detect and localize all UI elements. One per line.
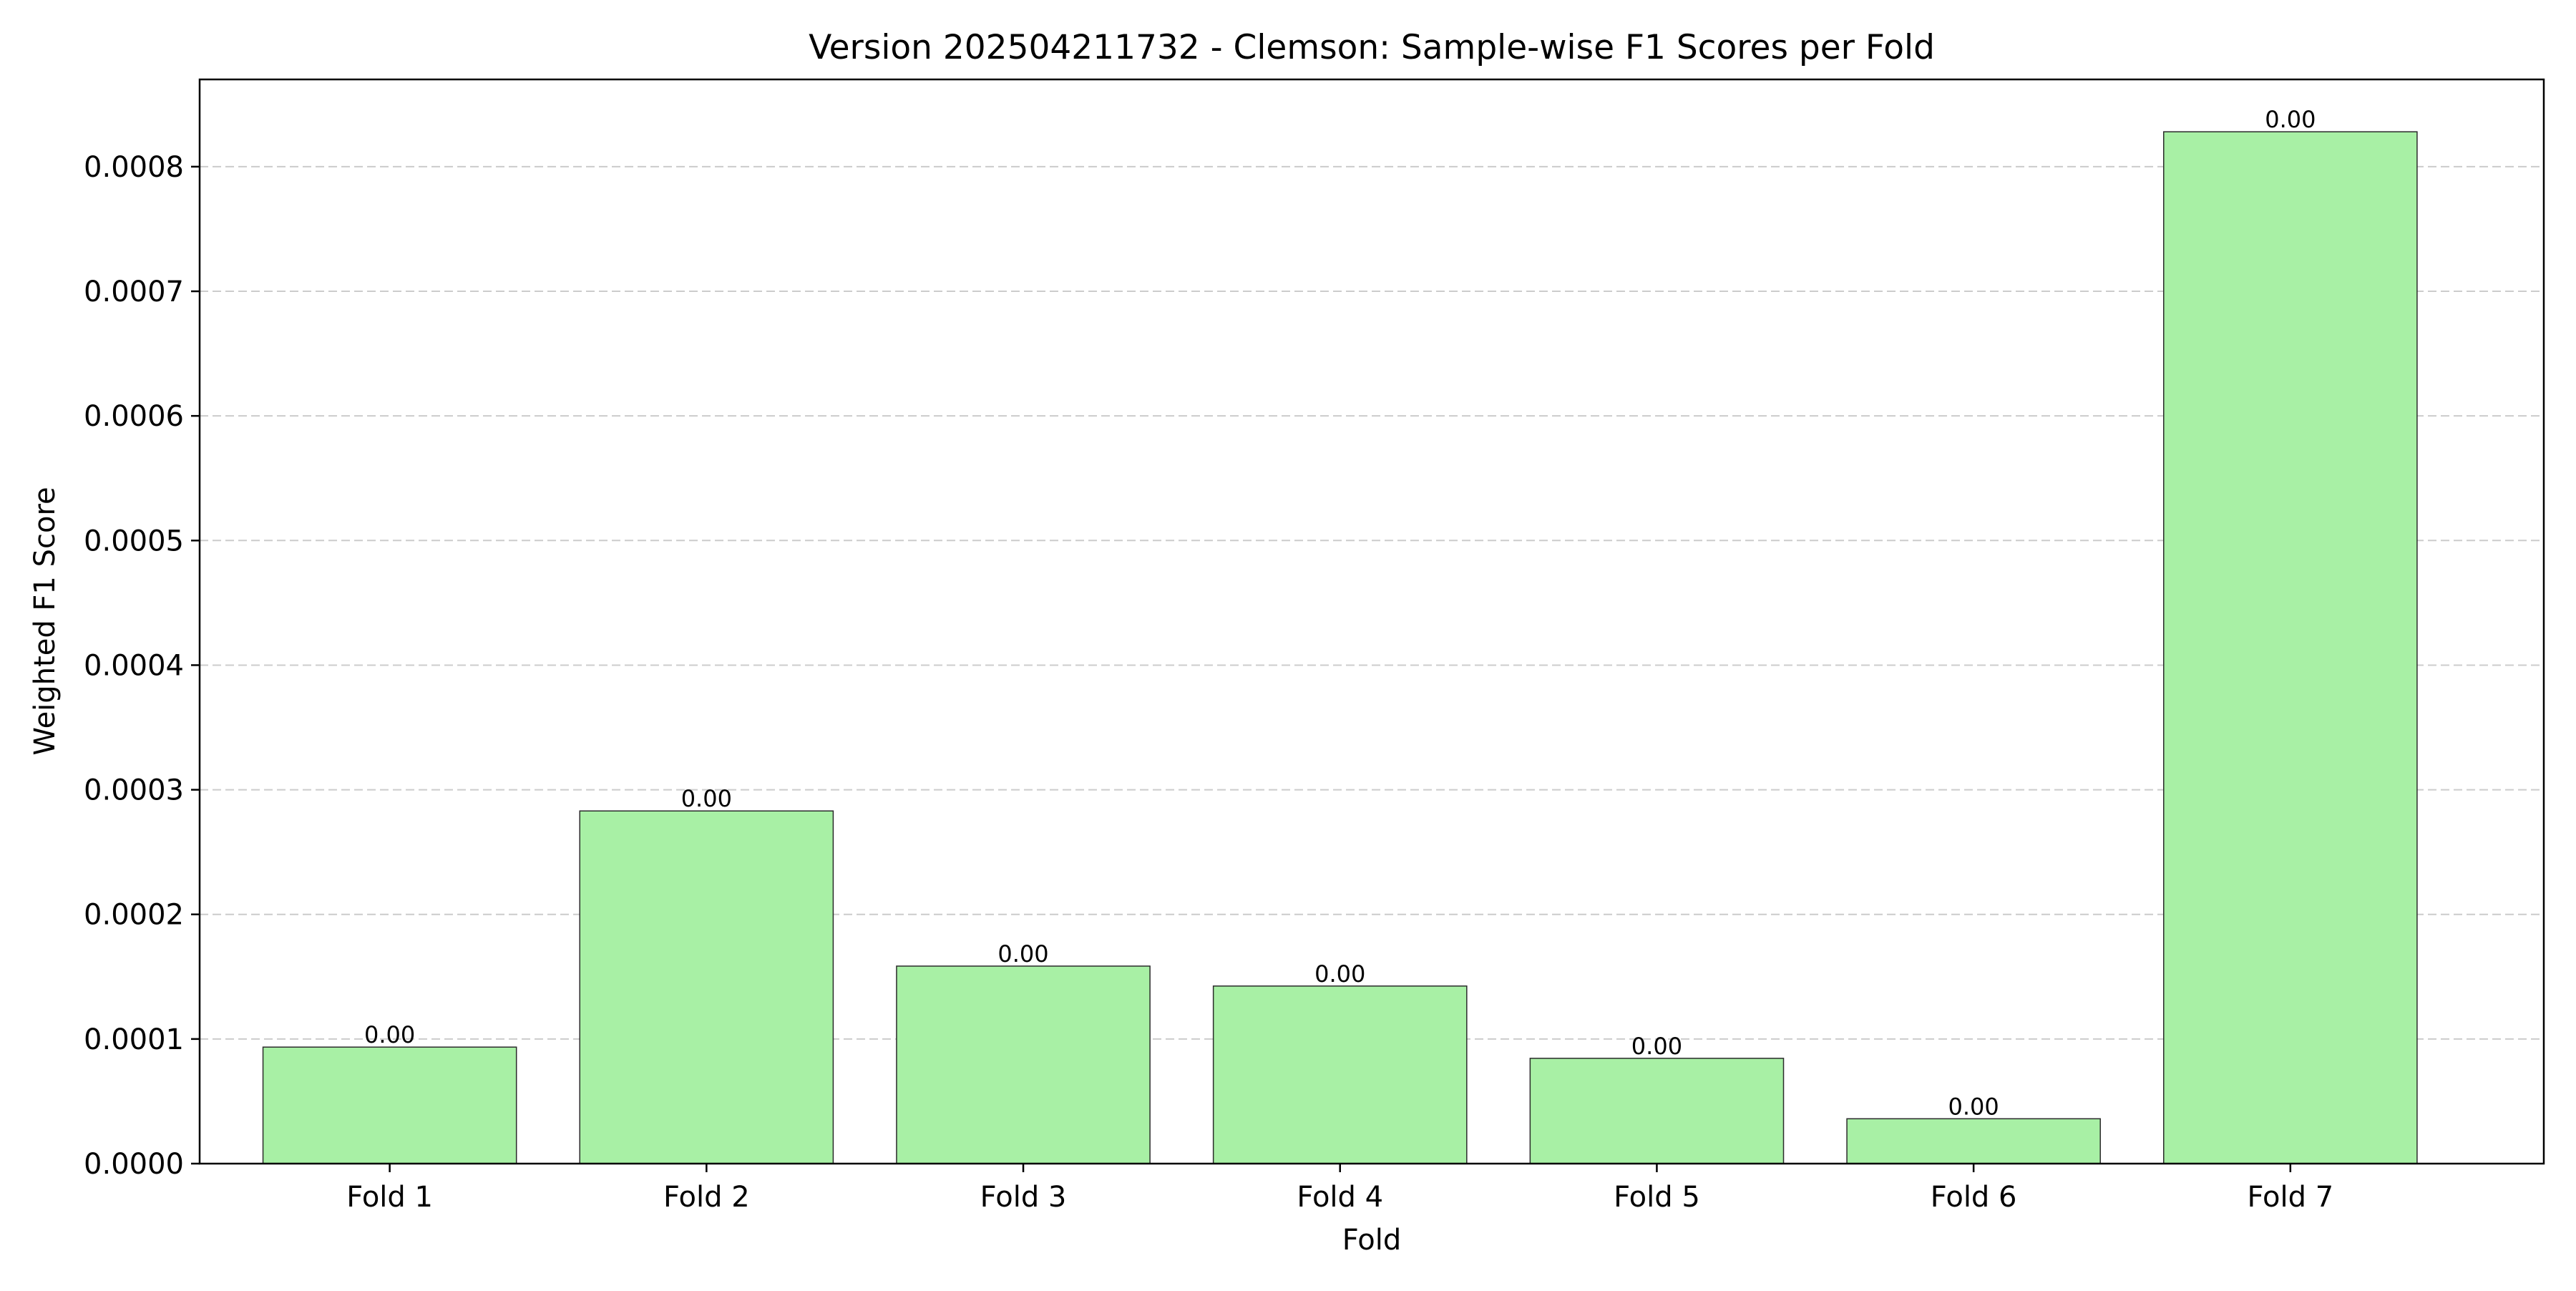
bars bbox=[262, 131, 2418, 1164]
y-tick-label: 0.0005 bbox=[84, 525, 184, 557]
bar bbox=[896, 965, 1151, 1164]
x-axis-label: Fold bbox=[1342, 1224, 1402, 1257]
y-tick-label: 0.0007 bbox=[84, 276, 184, 308]
x-axis-ticks: Fold 1 Fold 2 Fold 3 Fold 4 Fold 5 Fold 6 Fold… bbox=[346, 1164, 2333, 1214]
y-tick-label: 0.0001 bbox=[84, 1023, 184, 1056]
x-tick-label: Fold 6 bbox=[1931, 1181, 2017, 1214]
x-tick-label: Fold 3 bbox=[980, 1181, 1067, 1214]
bar-value-label: 0.00 bbox=[2265, 106, 2316, 133]
x-tick-label: Fold 5 bbox=[1614, 1181, 1700, 1214]
bar-value-label: 0.00 bbox=[681, 785, 732, 812]
y-tick-label: 0.0004 bbox=[84, 649, 184, 682]
y-tick-label: 0.0002 bbox=[84, 899, 184, 932]
bar-value-label: 0.00 bbox=[1631, 1033, 1682, 1060]
bar-value-label: 0.00 bbox=[997, 940, 1048, 968]
x-tick-label: Fold 4 bbox=[1297, 1181, 1383, 1214]
x-tick-label: Fold 7 bbox=[2247, 1181, 2333, 1214]
chart-title: Version 202504211732 - Clemson: Sample-w… bbox=[809, 28, 1935, 67]
bar bbox=[1846, 1118, 2101, 1164]
bar bbox=[262, 1046, 517, 1164]
bar bbox=[2163, 131, 2418, 1164]
bar-value-labels: 0.00 0.00 0.00 0.00 0.00 0.00 0.00 bbox=[364, 106, 2316, 1120]
bar bbox=[1212, 985, 1468, 1164]
bar bbox=[579, 810, 834, 1164]
y-tick-label: 0.0006 bbox=[84, 400, 184, 433]
y-tick-label: 0.0003 bbox=[84, 774, 184, 807]
x-tick-label: Fold 2 bbox=[663, 1181, 750, 1214]
bar-value-label: 0.00 bbox=[1948, 1093, 1999, 1120]
bar bbox=[1529, 1058, 1785, 1164]
plot-frame bbox=[198, 78, 2545, 1165]
y-axis-label: Weighted F1 Score bbox=[29, 487, 62, 755]
bar-value-label: 0.00 bbox=[364, 1021, 415, 1048]
y-tick-label: 0.0000 bbox=[84, 1148, 184, 1181]
bar-value-label: 0.00 bbox=[1314, 960, 1365, 988]
x-tick-label: Fold 1 bbox=[346, 1181, 433, 1214]
y-axis-ticks: 0.0000 0.0001 0.0002 0.0003 0.0004 0.0005 0.00… bbox=[84, 151, 200, 1181]
y-tick-label: 0.0008 bbox=[84, 151, 184, 184]
